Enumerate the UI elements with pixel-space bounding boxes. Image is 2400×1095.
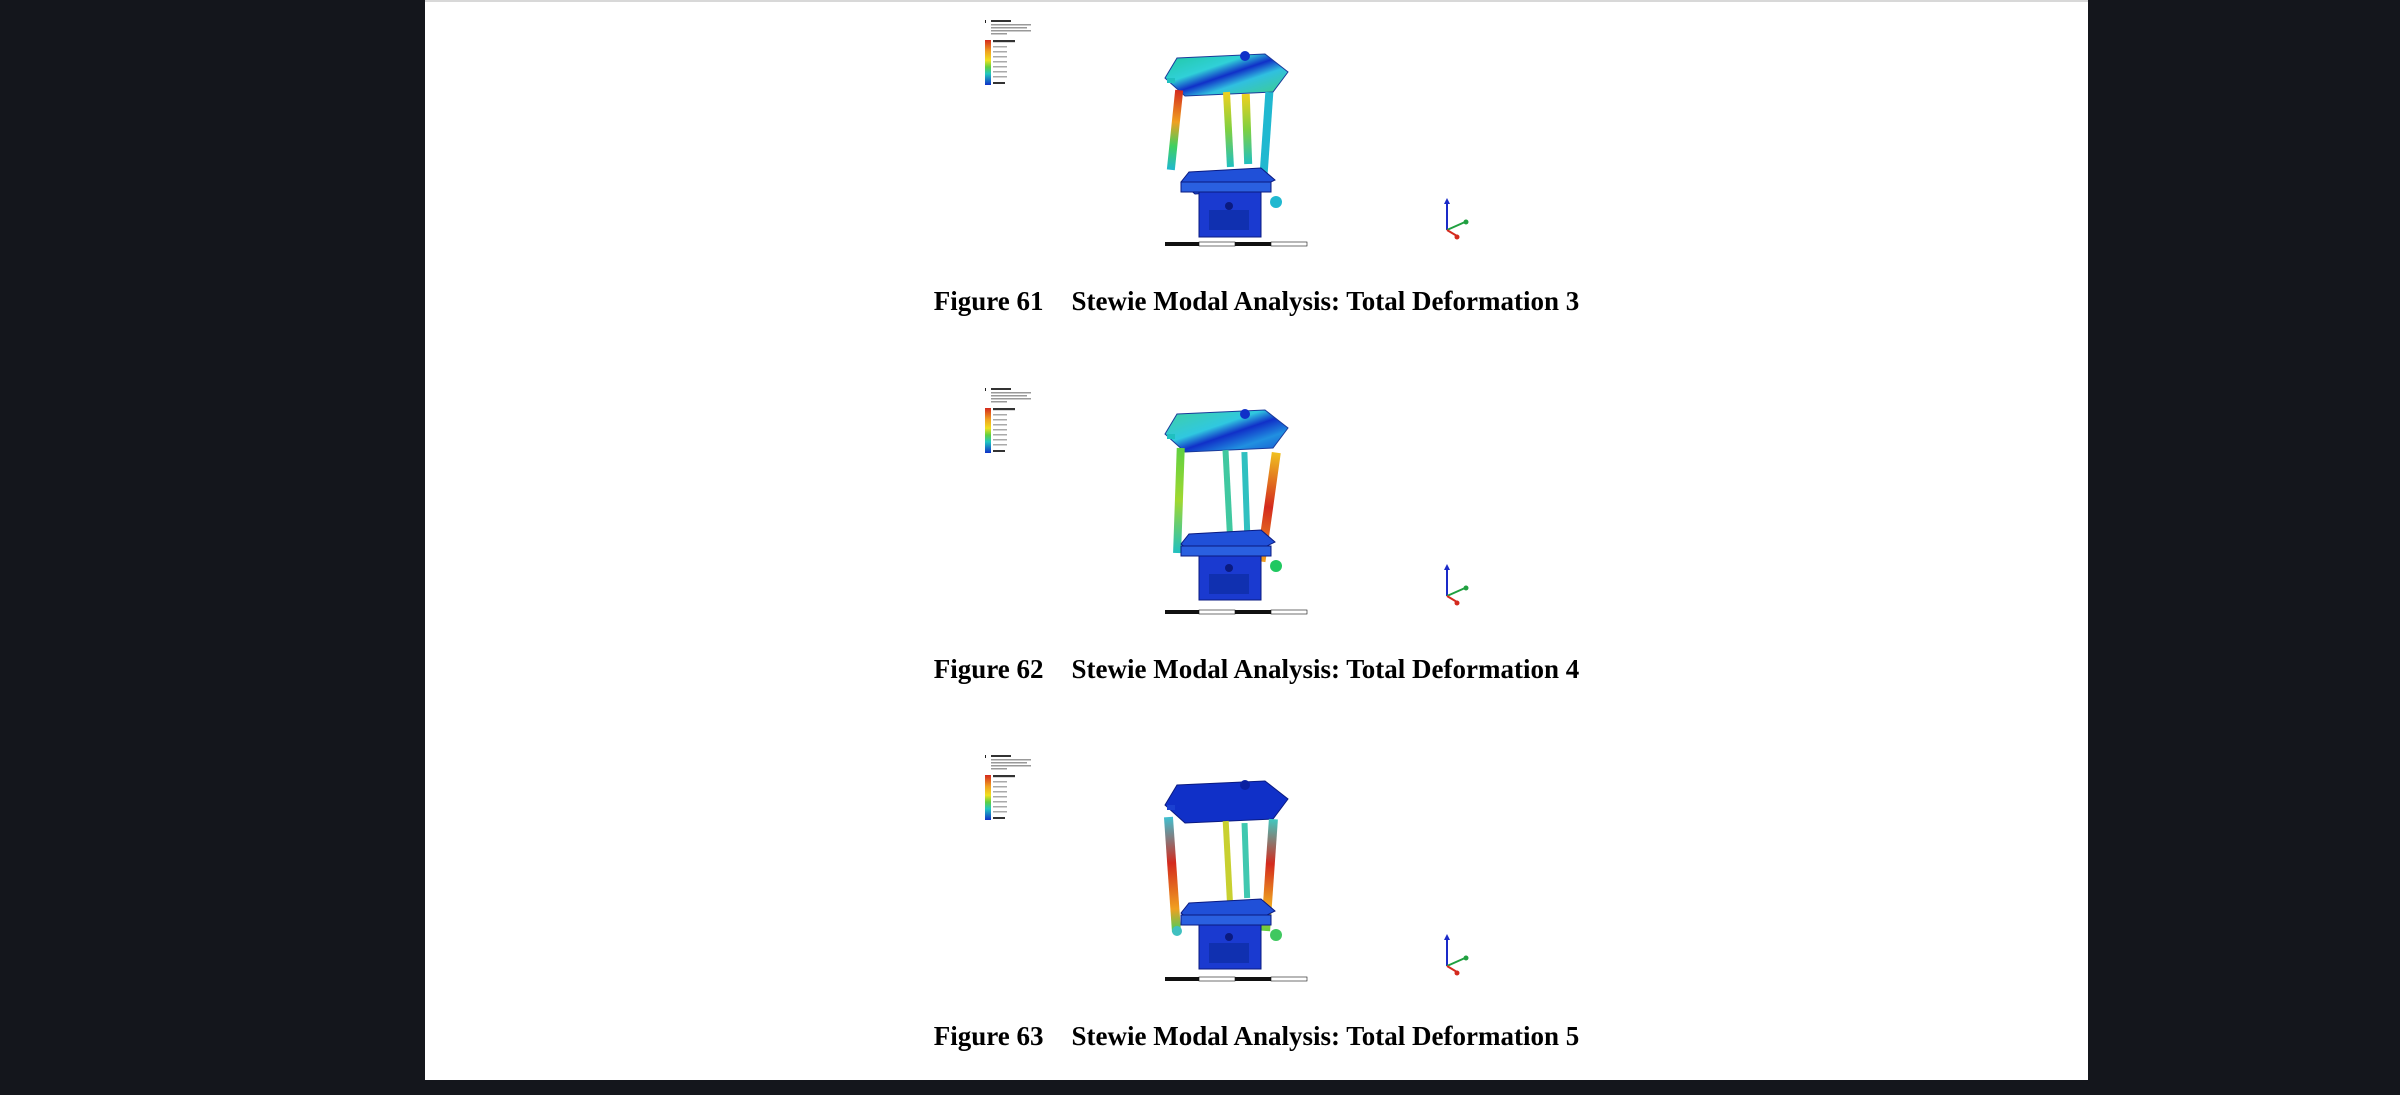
figure-61-image [983,20,1535,260]
figure-title: Stewie Modal Analysis: Total Deformation… [1071,286,1580,316]
figure-61-block: Figure 61 Stewie Modal Analysis: Total De… [425,20,2088,360]
scale-bar [1165,241,1308,247]
axis-triad-icon [1444,198,1469,240]
deformation-legend [983,388,1031,453]
scale-bar [1165,609,1308,615]
figure-title: Stewie Modal Analysis: Total Deformation… [1071,654,1580,684]
stewart-platform-model [1164,409,1289,601]
figure-number: Figure 62 [933,654,1044,684]
deformation-legend [983,755,1031,820]
figure-63-image [983,755,1535,995]
figure-61-caption: Figure 61 Stewie Modal Analysis: Total De… [425,286,2088,317]
figure-number: Figure 61 [933,286,1044,316]
figure-number: Figure 63 [933,1021,1044,1051]
fea-render-total-deformation-5 [983,755,1469,982]
figure-title: Stewie Modal Analysis: Total Deformation… [1071,1021,1580,1051]
stewart-platform-model [1164,51,1289,238]
scale-bar [1165,976,1308,982]
document-page: Figure 61 Stewie Modal Analysis: Total De… [425,0,2088,1080]
stewart-platform-model [1163,780,1289,970]
fea-render-total-deformation-4 [983,388,1469,615]
page-top-border [425,0,2088,2]
fea-render-total-deformation-3 [983,20,1469,247]
figure-62-block: Figure 62 Stewie Modal Analysis: Total De… [425,388,2088,728]
figure-62-image [983,388,1535,628]
figure-62-caption: Figure 62 Stewie Modal Analysis: Total De… [425,654,2088,685]
axis-triad-icon [1444,564,1469,606]
figure-63-caption: Figure 63 Stewie Modal Analysis: Total De… [425,1021,2088,1052]
deformation-legend [983,20,1031,85]
axis-triad-icon [1444,934,1469,976]
figure-63-block: Figure 63 Stewie Modal Analysis: Total De… [425,755,2088,1095]
